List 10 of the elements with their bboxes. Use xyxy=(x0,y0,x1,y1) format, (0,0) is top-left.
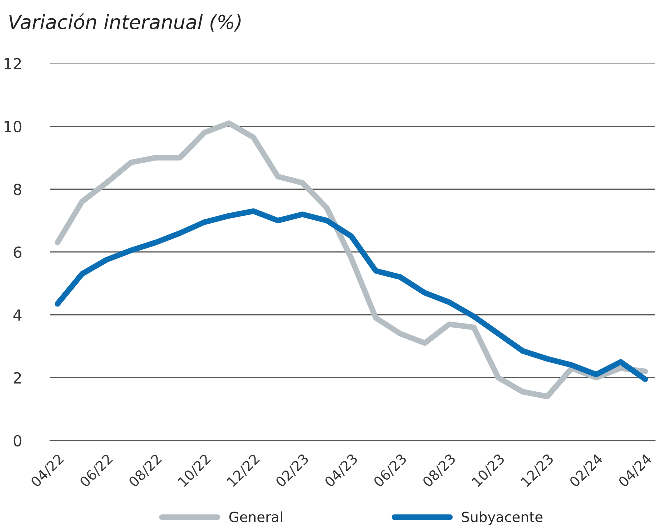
y-tick-label: 6 xyxy=(14,246,22,258)
y-tick-label: 2 xyxy=(14,372,22,384)
y-tick-label: 8 xyxy=(14,184,22,196)
y-tick-label: 12 xyxy=(4,58,22,70)
legend-label: Subyacente xyxy=(462,512,543,526)
chart-subtitle: Variación interanual (%) xyxy=(10,14,241,32)
y-tick-label: 10 xyxy=(4,121,22,133)
y-tick-label: 0 xyxy=(14,435,22,447)
legend-label: General xyxy=(230,512,282,522)
y-tick-label: 4 xyxy=(14,310,22,321)
